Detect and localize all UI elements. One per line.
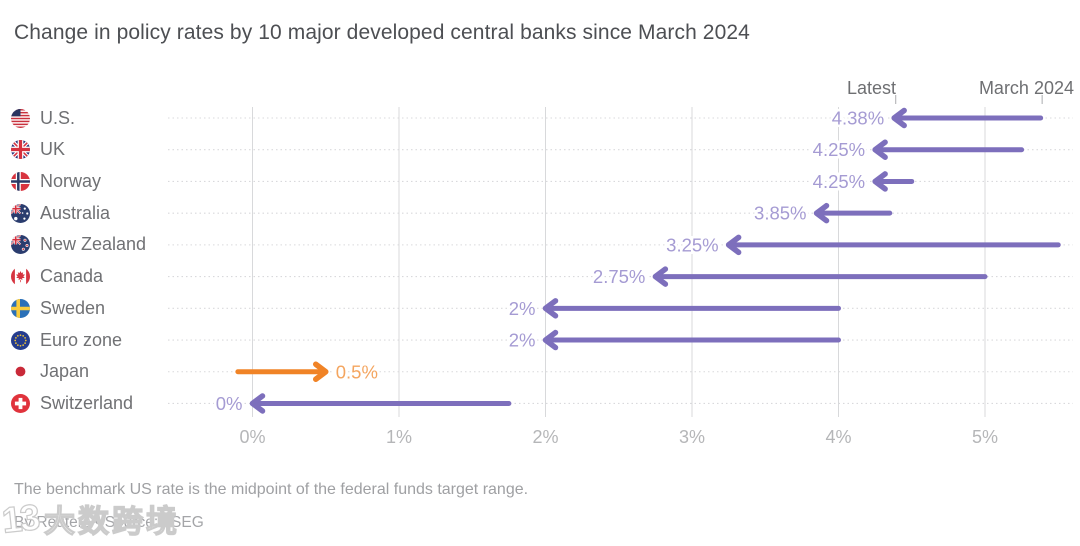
us-flag-icon: [11, 108, 30, 128]
latest-value-label-japan: 0.5%: [336, 361, 378, 382]
byline-source: By Reuters • Source: LSEG: [14, 514, 204, 531]
uk-flag-icon: [11, 140, 30, 160]
new-zealand-flag-icon: [11, 235, 30, 255]
country-name: New Zealand: [40, 234, 147, 255]
country-name: Switzerland: [40, 392, 134, 413]
row-label-switzerland: Switzerland: [11, 392, 133, 414]
country-name: Australia: [40, 202, 111, 223]
country-label-column: U.S. UK Norway: [0, 0, 200, 546]
switzerland-flag-icon: [11, 393, 30, 413]
legend-march-2024-label: March 2024: [978, 78, 1074, 98]
sweden-flag-icon: [11, 298, 30, 318]
x-axis-label-1%: 1%: [386, 427, 412, 447]
country-name: U.S.: [40, 107, 76, 128]
latest-value-label-sweden: 2%: [509, 298, 536, 319]
country-name: UK: [40, 139, 66, 160]
arrow-head-sweden: [542, 298, 559, 319]
chart-title: Change in policy rates by 10 major devel…: [14, 21, 750, 44]
latest-value-label-euro-zone: 2%: [509, 330, 536, 351]
arrow-head-us: [891, 107, 907, 129]
arrow-head-japan: [313, 361, 329, 383]
country-name: Norway: [40, 170, 102, 191]
legend-latest-label: Latest: [846, 78, 896, 98]
x-axis-label-0%: 0%: [239, 427, 265, 447]
arrow-head-uk: [872, 139, 888, 160]
latest-value-label-norway: 4.25%: [813, 171, 865, 192]
x-axis-label-4%: 4%: [825, 427, 851, 447]
country-name: Euro zone: [40, 329, 123, 350]
row-label-sweden: Sweden: [11, 297, 105, 319]
latest-value-label-uk: 4.25%: [813, 139, 865, 160]
euro-zone-flag-icon: [11, 330, 30, 350]
australia-flag-icon: [11, 203, 30, 223]
latest-value-label-new-zealand: 3.25%: [666, 234, 718, 255]
row-label-us: U.S.: [11, 107, 75, 129]
arrow-head-australia: [813, 202, 830, 224]
chart-footnote: The benchmark US rate is the midpoint of…: [14, 481, 529, 498]
latest-value-label-australia: 3.85%: [754, 203, 806, 224]
row-label-australia: Australia: [11, 202, 110, 224]
row-label-canada: Canada: [11, 266, 103, 288]
norway-flag-icon: [11, 171, 30, 191]
x-axis-label-5%: 5%: [972, 427, 998, 447]
row-label-japan: Japan: [11, 361, 89, 383]
arrow-head-norway: [872, 171, 888, 192]
country-name: Sweden: [40, 297, 106, 318]
arrow-head-switzerland: [249, 393, 266, 414]
arrow-head-new-zealand: [725, 234, 742, 256]
row-label-euro-zone: Euro zone: [11, 329, 122, 351]
x-axis-label-3%: 3%: [679, 427, 705, 447]
arrow-head-euro-zone: [542, 329, 559, 351]
row-label-uk: UK: [11, 139, 65, 161]
arrow-head-canada: [652, 266, 669, 287]
x-axis-label-2%: 2%: [532, 427, 558, 447]
country-name: Japan: [40, 361, 90, 382]
latest-value-label-switzerland: 0%: [216, 393, 243, 414]
country-name: Canada: [40, 266, 104, 287]
latest-value-label-canada: 2.75%: [593, 266, 645, 287]
row-label-new-zealand: New Zealand: [11, 234, 146, 256]
row-label-norway: Norway: [11, 170, 101, 192]
canada-flag-icon: [11, 267, 30, 287]
japan-flag-icon: [11, 362, 30, 382]
latest-value-label-us: 4.38%: [832, 108, 884, 129]
